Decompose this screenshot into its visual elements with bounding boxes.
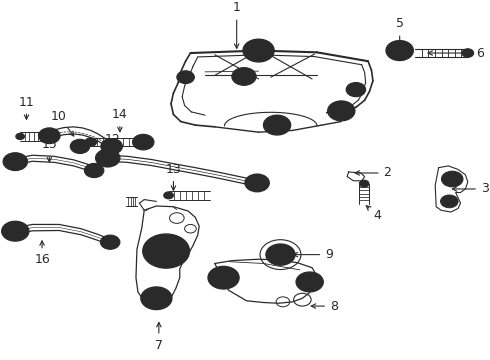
Text: 2: 2	[355, 166, 392, 180]
Circle shape	[39, 128, 60, 144]
Text: 15: 15	[42, 138, 57, 162]
Circle shape	[328, 101, 355, 121]
Circle shape	[441, 171, 463, 187]
Text: 9: 9	[293, 248, 333, 261]
Circle shape	[84, 163, 104, 177]
Circle shape	[346, 82, 366, 97]
Text: 13: 13	[166, 163, 181, 190]
Circle shape	[164, 192, 173, 199]
Text: 4: 4	[366, 206, 382, 222]
Text: 7: 7	[155, 323, 163, 352]
Text: 14: 14	[112, 108, 128, 132]
Circle shape	[243, 39, 274, 62]
Polygon shape	[215, 259, 317, 303]
Circle shape	[133, 134, 154, 150]
Polygon shape	[435, 166, 468, 212]
Text: 16: 16	[34, 241, 50, 266]
Text: 11: 11	[19, 95, 34, 119]
Circle shape	[264, 115, 291, 135]
Text: 8: 8	[311, 300, 338, 312]
Circle shape	[208, 266, 239, 289]
Polygon shape	[347, 172, 365, 181]
Circle shape	[177, 71, 195, 84]
Text: 3: 3	[452, 183, 489, 195]
Circle shape	[1, 221, 29, 241]
Circle shape	[70, 139, 90, 153]
Circle shape	[266, 244, 295, 265]
Circle shape	[462, 49, 474, 57]
Text: 6: 6	[428, 46, 484, 59]
Text: 1: 1	[233, 1, 241, 48]
Text: 10: 10	[51, 110, 74, 136]
Text: 12: 12	[105, 133, 121, 158]
Circle shape	[16, 133, 24, 140]
Polygon shape	[136, 206, 199, 304]
Circle shape	[232, 68, 256, 85]
Circle shape	[245, 174, 270, 192]
Circle shape	[143, 234, 190, 268]
Circle shape	[296, 272, 323, 292]
Circle shape	[96, 149, 120, 167]
Circle shape	[441, 195, 458, 208]
Circle shape	[100, 235, 120, 249]
Circle shape	[85, 138, 97, 147]
Circle shape	[141, 287, 172, 310]
Circle shape	[3, 153, 27, 171]
Text: 5: 5	[396, 17, 404, 46]
Circle shape	[101, 139, 122, 154]
Circle shape	[359, 180, 369, 187]
Circle shape	[386, 41, 413, 60]
